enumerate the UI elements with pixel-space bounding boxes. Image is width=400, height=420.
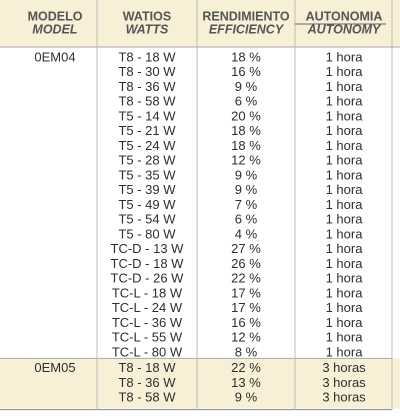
table-cell: 1 hora [326, 49, 364, 64]
table-cell: 1 hora [326, 197, 364, 212]
header-title: MODELO [28, 9, 83, 23]
table-cell: 1 hora [326, 315, 364, 330]
header-subtitle: AUTONOMY [307, 22, 382, 36]
table-cell: 1 hora [326, 94, 364, 109]
table-cell: 7 % [235, 197, 258, 212]
header-title: WATIOS [123, 9, 171, 23]
table-cell: T5 - 21 W [118, 123, 176, 138]
table-cell: 16 % [231, 64, 261, 79]
table-cell: T5 - 80 W [118, 226, 176, 241]
header-subtitle: WATTS [126, 22, 169, 36]
table-cell: 1 hora [326, 226, 364, 241]
table-cell: T8 - 18 W [118, 49, 176, 64]
table-cell: 1 hora [326, 182, 364, 197]
table-cell: 16 % [231, 315, 261, 330]
table-cell: T5 - 28 W [118, 153, 176, 168]
table-cell: 27 % [231, 241, 261, 256]
table-cell: T8 - 30 W [118, 64, 176, 79]
table-cell: 22 % [231, 360, 261, 375]
table-cell: 18 % [231, 138, 261, 153]
table-cell: 1 hora [326, 138, 364, 153]
table-cell: 1 hora [326, 285, 364, 300]
table-cell: 18 % [231, 49, 261, 64]
table-cell: 6 % [235, 94, 258, 109]
table-cell: 17 % [231, 285, 261, 300]
table-cell: 9 % [235, 79, 258, 94]
table-cell: T5 - 24 W [118, 138, 176, 153]
header-title: AUTONOMIA [306, 9, 383, 23]
table-cell: 22 % [231, 271, 261, 286]
table-cell: 3 horas [322, 390, 366, 405]
table-cell: TC-D - 26 W [111, 271, 185, 286]
table-cell: TC-D - 13 W [111, 241, 185, 256]
table-cell: 1 hora [326, 64, 364, 79]
table-cell: T5 - 14 W [118, 108, 176, 123]
table-cell: 1 hora [326, 300, 364, 315]
table-cell: 9 % [235, 390, 258, 405]
table-cell: T8 - 18 W [118, 360, 176, 375]
table-cell: T5 - 49 W [118, 197, 176, 212]
table-cell: TC-L - 36 W [112, 315, 183, 330]
table-cell: T8 - 58 W [118, 94, 176, 109]
group-band [0, 358, 400, 409]
header-subtitle: MODEL [32, 22, 77, 36]
table-cell: 12 % [231, 153, 261, 168]
table-cell: 1 hora [326, 212, 364, 227]
table-cell: T5 - 54 W [118, 212, 176, 227]
table-cell: 1 hora [326, 271, 364, 286]
table-cell: 6 % [235, 212, 258, 227]
table-cell: 13 % [231, 375, 261, 390]
table-cell: T5 - 35 W [118, 167, 176, 182]
header-subtitle: EFFICIENCY [209, 22, 285, 36]
table-cell: T8 - 58 W [118, 390, 176, 405]
table-cell: 8 % [235, 344, 258, 359]
table-cell: TC-D - 18 W [111, 256, 185, 271]
table-cell: 1 hora [326, 79, 364, 94]
table-cell: 17 % [231, 300, 261, 315]
model-cell: 0EM04 [34, 49, 75, 64]
table-cell: 1 hora [326, 167, 364, 182]
table-cell: TC-L - 80 W [112, 344, 183, 359]
table-cell: 1 hora [326, 330, 364, 345]
model-cell: 0EM05 [34, 360, 75, 375]
table-cell: 3 horas [322, 375, 366, 390]
table-cell: 4 % [235, 226, 258, 241]
table-cell: 1 hora [326, 153, 364, 168]
table-cell: TC-L - 55 W [112, 330, 183, 345]
table-cell: T8 - 36 W [118, 79, 176, 94]
table-cell: 20 % [231, 108, 261, 123]
table-cell: 18 % [231, 123, 261, 138]
table-cell: TC-L - 24 W [112, 300, 183, 315]
table-cell: 1 hora [326, 256, 364, 271]
table-cell: TC-L - 18 W [112, 285, 183, 300]
table-cell: 9 % [235, 182, 258, 197]
table-cell: T5 - 39 W [118, 182, 176, 197]
table-cell: 26 % [231, 256, 261, 271]
table-cell: 3 horas [322, 360, 366, 375]
table-cell: 1 hora [326, 123, 364, 138]
table-cell: T8 - 36 W [118, 375, 176, 390]
table-cell: 1 hora [326, 108, 364, 123]
header-title: RENDIMIENTO [202, 9, 290, 23]
table-cell: 1 hora [326, 241, 364, 256]
table-cell: 9 % [235, 167, 258, 182]
table-cell: 12 % [231, 330, 261, 345]
table-cell: 1 hora [326, 344, 364, 359]
